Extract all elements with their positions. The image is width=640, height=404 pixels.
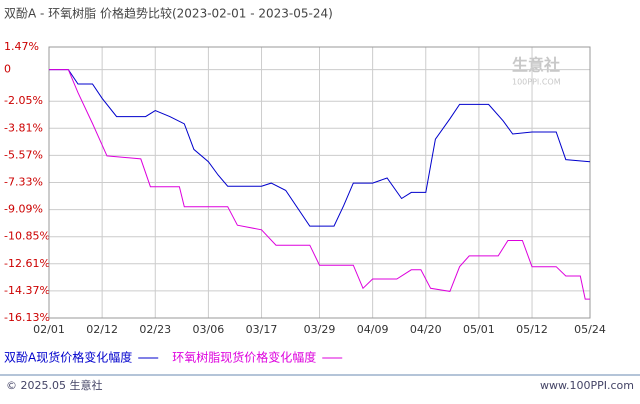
y-tick-label: -3.81% [4, 121, 43, 134]
y-tick-label: -14.37% [4, 284, 50, 297]
x-tick-label: 04/20 [410, 323, 442, 336]
y-tick-label: -16.13% [4, 311, 50, 324]
x-tick-label: 02/12 [86, 323, 118, 336]
series-line [49, 69, 591, 227]
watermark-brand: 生意社 [512, 56, 560, 75]
x-tick-label: 04/09 [357, 323, 389, 336]
legend-label: 双酚A现货价格变化幅度 [4, 350, 132, 365]
footer-site: www.100PPI.com [540, 379, 634, 392]
footer-copyright: © 2025.05 生意社 [6, 378, 102, 392]
x-tick-label: 02/23 [139, 323, 171, 336]
y-tick-label: -9.09% [4, 203, 43, 216]
y-tick-label: 1.47% [4, 40, 39, 53]
chart-title: 双酚A - 环氧树脂 价格趋势比较(2023-02-01 - 2023-05-2… [4, 6, 333, 21]
x-tick-label: 03/29 [304, 323, 336, 336]
series-line [49, 69, 590, 300]
x-tick-label: 03/17 [246, 323, 278, 336]
y-tick-label: -10.85% [4, 230, 50, 243]
x-tick-label: 02/01 [33, 323, 65, 336]
x-tick-label: 05/12 [516, 323, 548, 336]
y-tick-label: -7.33% [4, 176, 43, 189]
y-tick-label: 0 [4, 63, 11, 76]
x-tick-label: 05/24 [574, 323, 606, 336]
plot-border [48, 46, 591, 319]
x-tick-label: 03/06 [193, 323, 225, 336]
y-tick-label: -2.05% [4, 94, 43, 107]
watermark-site: 100PPI.COM [512, 78, 561, 87]
x-tick-label: 05/01 [463, 323, 495, 336]
y-tick-label: -12.61% [4, 257, 50, 270]
y-tick-label: -5.57% [4, 148, 43, 161]
legend-label: 环氧树脂现货价格变化幅度 [172, 350, 316, 365]
